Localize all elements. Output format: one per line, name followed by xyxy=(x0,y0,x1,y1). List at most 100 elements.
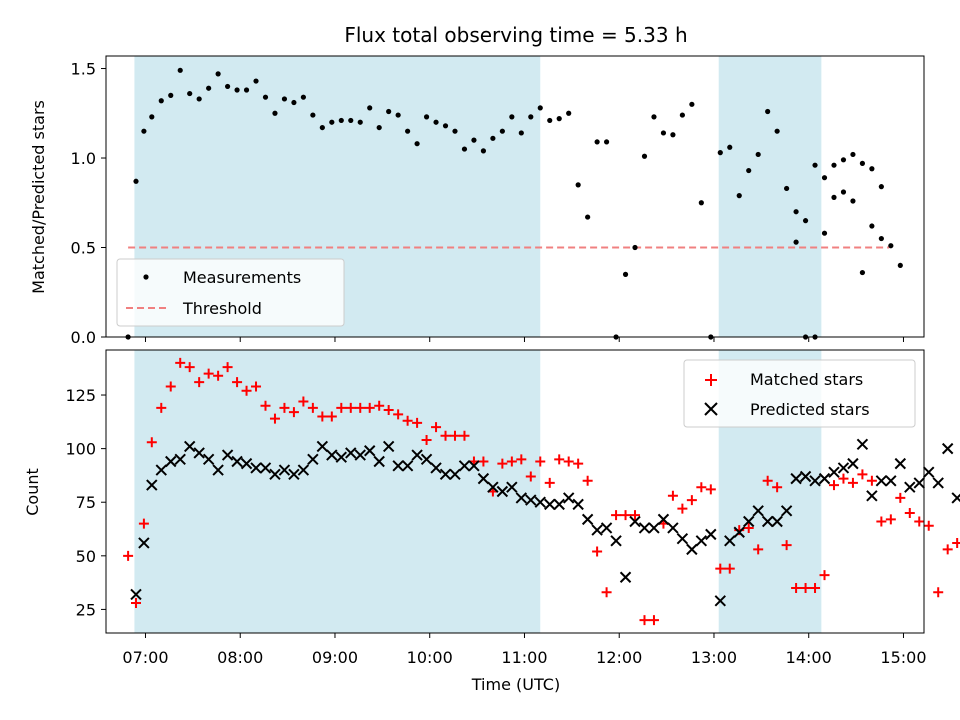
matched-star-point xyxy=(933,587,944,598)
matched-star-point xyxy=(810,582,821,593)
predicted-star-point xyxy=(240,457,253,470)
matched-star-point xyxy=(146,437,157,448)
matched-star-point xyxy=(535,456,546,467)
legend-matched-marker xyxy=(705,374,717,386)
matched-star-point xyxy=(156,402,167,413)
predicted-star-point xyxy=(231,455,243,468)
predicted-star-point xyxy=(307,453,319,466)
matched-star-point xyxy=(762,475,773,486)
measurement-point xyxy=(499,128,505,134)
matched-star-point xyxy=(459,430,470,441)
matched-star-point xyxy=(440,430,451,441)
predicted-star-point xyxy=(458,460,471,472)
matched-star-point xyxy=(393,409,404,420)
matched-star-point xyxy=(696,482,707,493)
measurement-point xyxy=(897,262,903,269)
legend-measurements-marker xyxy=(143,274,149,280)
measurement-point xyxy=(869,166,875,172)
matched-star-point xyxy=(639,615,650,626)
predicted-star-point xyxy=(856,438,869,451)
predicted-star-point xyxy=(676,532,689,545)
predicted-star-point xyxy=(278,464,291,476)
predicted-star-point xyxy=(487,481,499,493)
measurement-point xyxy=(556,116,562,122)
predicted-star-point xyxy=(183,440,196,453)
predicted-star-point xyxy=(638,522,651,534)
plot-layer: 0.0 0.5 1.0 1.5 07:00 08:00 09:00 10:00 11:00 12:… xyxy=(65,55,960,667)
legend-predicted-label: Predicted stars xyxy=(750,400,870,419)
predicted-star-point xyxy=(724,535,736,547)
predicted-star-point xyxy=(335,451,348,463)
y-tick-label: 50 xyxy=(76,547,96,566)
measurement-point xyxy=(689,101,695,107)
measurement-point xyxy=(698,200,704,206)
x-tick-label: 15:00 xyxy=(880,648,926,667)
measurement-point xyxy=(651,114,657,120)
predicted-star-point xyxy=(591,524,603,536)
measurement-point xyxy=(319,124,325,131)
matched-star-point xyxy=(582,475,593,486)
measurement-point xyxy=(566,110,572,116)
measurement-point xyxy=(206,85,212,91)
measurement-point xyxy=(509,114,515,120)
measurement-point xyxy=(480,148,487,154)
measurement-point xyxy=(755,151,761,158)
matched-star-point xyxy=(355,402,366,413)
matched-star-point xyxy=(251,381,262,392)
predicted-star-point xyxy=(449,468,461,481)
measurement-point xyxy=(196,96,202,102)
predicted-star-point xyxy=(837,462,850,474)
y-tick-label: 125 xyxy=(65,386,96,405)
predicted-star-point xyxy=(525,494,537,506)
measurement-point xyxy=(338,117,344,124)
predicted-star-point xyxy=(780,505,793,517)
measurement-point xyxy=(850,151,856,158)
measurement-point xyxy=(452,128,458,134)
matched-star-point xyxy=(478,456,489,467)
measurement-point xyxy=(821,175,828,181)
measurement-point xyxy=(281,96,288,102)
predicted-star-point xyxy=(477,472,490,485)
matched-star-point xyxy=(383,405,394,416)
measurement-point xyxy=(802,218,809,224)
predicted-star-point xyxy=(885,475,897,487)
matched-star-point xyxy=(516,454,527,465)
matched-star-point xyxy=(885,514,896,525)
matched-star-point xyxy=(364,402,375,413)
predicted-star-point xyxy=(619,571,632,583)
matched-star-point xyxy=(866,475,877,486)
matched-star-point xyxy=(421,435,432,446)
matched-star-point xyxy=(573,458,584,469)
measurement-point xyxy=(746,167,752,174)
legend-bottom: Matched stars Predicted stars xyxy=(683,359,916,428)
predicted-star-point xyxy=(790,472,802,485)
predicted-star-point xyxy=(165,455,177,468)
predicted-star-point xyxy=(411,449,423,461)
measurement-point xyxy=(133,178,139,184)
predicted-star-point xyxy=(553,498,565,511)
predicted-star-point xyxy=(733,526,745,538)
measurement-point xyxy=(537,105,543,111)
predicted-star-point xyxy=(818,472,831,485)
measurement-point xyxy=(840,157,847,163)
measurement-point xyxy=(585,214,591,220)
measurement-point xyxy=(878,235,884,242)
matched-star-point xyxy=(317,411,328,422)
measurement-point xyxy=(376,124,382,131)
matched-star-point xyxy=(288,407,299,418)
matched-star-point xyxy=(123,550,134,561)
predicted-star-point xyxy=(259,462,272,474)
predicted-star-point xyxy=(506,481,518,493)
measurement-point xyxy=(141,128,147,134)
predicted-star-point xyxy=(771,515,783,528)
x-tick-label: 11:00 xyxy=(501,648,547,667)
predicted-star-point xyxy=(288,468,300,481)
matched-star-point xyxy=(213,370,224,381)
predicted-star-point xyxy=(138,537,150,549)
panel-frame-1 xyxy=(105,349,925,634)
measurement-point xyxy=(262,94,269,100)
measurement-point xyxy=(575,182,581,188)
measurement-point xyxy=(878,184,884,190)
predicted-star-point xyxy=(657,513,670,526)
matched-star-point xyxy=(800,582,811,593)
